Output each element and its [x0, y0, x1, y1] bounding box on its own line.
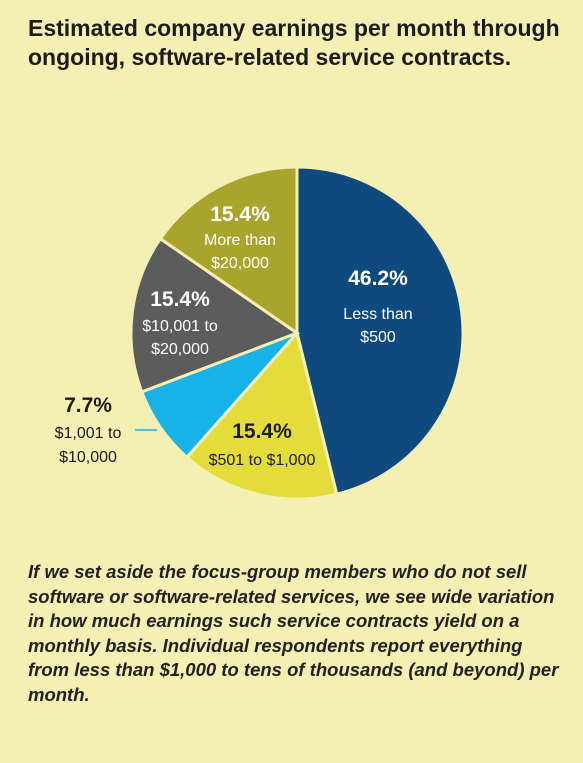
slice-5-category-label: $20,000 [211, 255, 269, 272]
pie-slice-2 [184, 329, 339, 501]
slice-4-category-label: $10,001 to [142, 318, 218, 335]
pie-labels: 46.2% Less than $500 15.4% $501 to $1,000 7.7… [55, 203, 413, 469]
pie-slice-4 [129, 236, 301, 394]
slice-5-percent-label: 15.4% [210, 203, 270, 226]
slice-5-category-label: More than [204, 232, 276, 249]
pie-slices [129, 165, 465, 501]
pie-slice-1 [295, 165, 465, 496]
slice-3-category-label: $1,001 to [55, 425, 122, 442]
slice-3-category-label: $10,000 [59, 449, 117, 466]
chart-title: Estimated company earnings per month thr… [28, 15, 560, 70]
slice-4-percent-label: 15.4% [150, 288, 210, 311]
slice-4-category-label: $20,000 [151, 341, 209, 358]
caption-text: If we set aside the focus-group members … [28, 561, 559, 705]
slice-2-category-label: $501 to $1,000 [209, 452, 316, 469]
slice-1-category-label: Less than [343, 306, 412, 323]
slice-3-percent-label: 7.7% [64, 394, 112, 417]
slice-1-percent-label: 46.2% [348, 267, 408, 290]
pie-slice-5 [158, 165, 299, 336]
slice-2-percent-label: 15.4% [232, 420, 292, 443]
pie-chart: 46.2% Less than $500 15.4% $501 to $1,000 7.7… [55, 165, 465, 501]
slice-1-category-label: $500 [360, 329, 396, 346]
